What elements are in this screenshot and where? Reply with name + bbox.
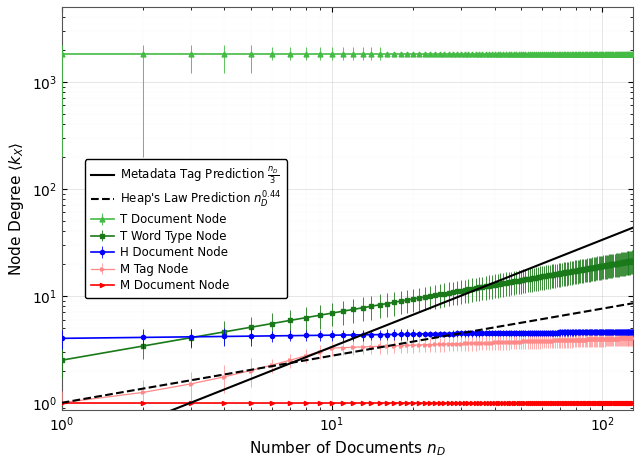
Metadata Tag Prediction $\frac{n_D}{3}$	[58, 451, 65, 457]
Metadata Tag Prediction $\frac{n_D}{3}$	[398, 316, 406, 322]
Legend: Metadata Tag Prediction $\frac{n_D}{3}$, Heap's Law Prediction $n_D^{0.44}$, T D: Metadata Tag Prediction $\frac{n_D}{3}$,…	[84, 159, 287, 298]
Line: Metadata Tag Prediction $\frac{n_D}{3}$: Metadata Tag Prediction $\frac{n_D}{3}$	[61, 228, 633, 454]
Heap's Law Prediction $n_D^{0.44}$	[329, 353, 337, 359]
Metadata Tag Prediction $\frac{n_D}{3}$	[616, 230, 623, 236]
Heap's Law Prediction $n_D^{0.44}$	[58, 400, 65, 405]
Metadata Tag Prediction $\frac{n_D}{3}$	[629, 225, 637, 231]
Heap's Law Prediction $n_D^{0.44}$	[526, 319, 534, 324]
Metadata Tag Prediction $\frac{n_D}{3}$	[329, 344, 337, 349]
Metadata Tag Prediction $\frac{n_D}{3}$	[333, 342, 340, 348]
Heap's Law Prediction $n_D^{0.44}$	[367, 346, 374, 352]
Line: Heap's Law Prediction $n_D^{0.44}$: Heap's Law Prediction $n_D^{0.44}$	[61, 303, 633, 403]
Metadata Tag Prediction $\frac{n_D}{3}$	[367, 329, 374, 334]
Heap's Law Prediction $n_D^{0.44}$	[333, 352, 340, 358]
X-axis label: Number of Documents $n_D$: Number of Documents $n_D$	[249, 439, 445, 458]
Heap's Law Prediction $n_D^{0.44}$	[629, 300, 637, 306]
Heap's Law Prediction $n_D^{0.44}$	[398, 341, 406, 346]
Y-axis label: Node Degree $\langle k_X \rangle$: Node Degree $\langle k_X \rangle$	[7, 141, 26, 276]
Heap's Law Prediction $n_D^{0.44}$	[616, 303, 623, 308]
Metadata Tag Prediction $\frac{n_D}{3}$	[526, 266, 534, 271]
